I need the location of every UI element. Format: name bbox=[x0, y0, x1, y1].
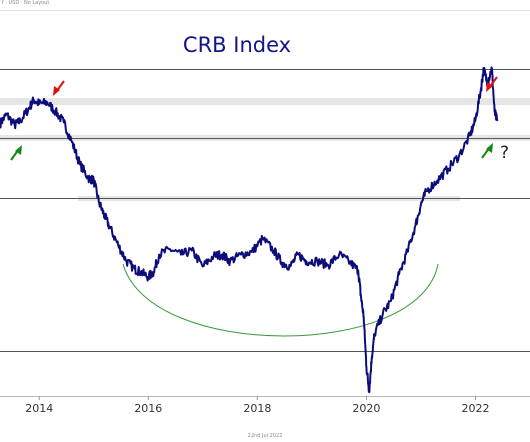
x-tick-label: 2014 bbox=[25, 402, 54, 415]
x-tick-label: 2016 bbox=[134, 402, 163, 415]
x-tick-label: 2018 bbox=[243, 402, 272, 415]
resistance-band bbox=[0, 98, 530, 105]
top-info-bar: f · USD · No Layout bbox=[0, 0, 530, 11]
red-arrow-icon bbox=[53, 80, 65, 96]
question-mark-annotation: ? bbox=[500, 143, 510, 163]
green-arrow-icon bbox=[10, 145, 22, 161]
series-line-crb bbox=[0, 66, 499, 393]
x-axis-ticks bbox=[38, 396, 476, 400]
x-tick-label: 2022 bbox=[461, 402, 490, 415]
red-arrow-icon bbox=[486, 76, 498, 92]
chart-info-text: f · USD · No Layout bbox=[2, 0, 50, 6]
green-arrow-icon bbox=[481, 143, 493, 159]
chart-title: CRB Index bbox=[182, 33, 292, 57]
x-tick-label: 2020 bbox=[352, 402, 381, 415]
footer-date: 22nd Jul 2022 bbox=[247, 433, 283, 439]
rounding-bottom-arc bbox=[122, 263, 439, 337]
